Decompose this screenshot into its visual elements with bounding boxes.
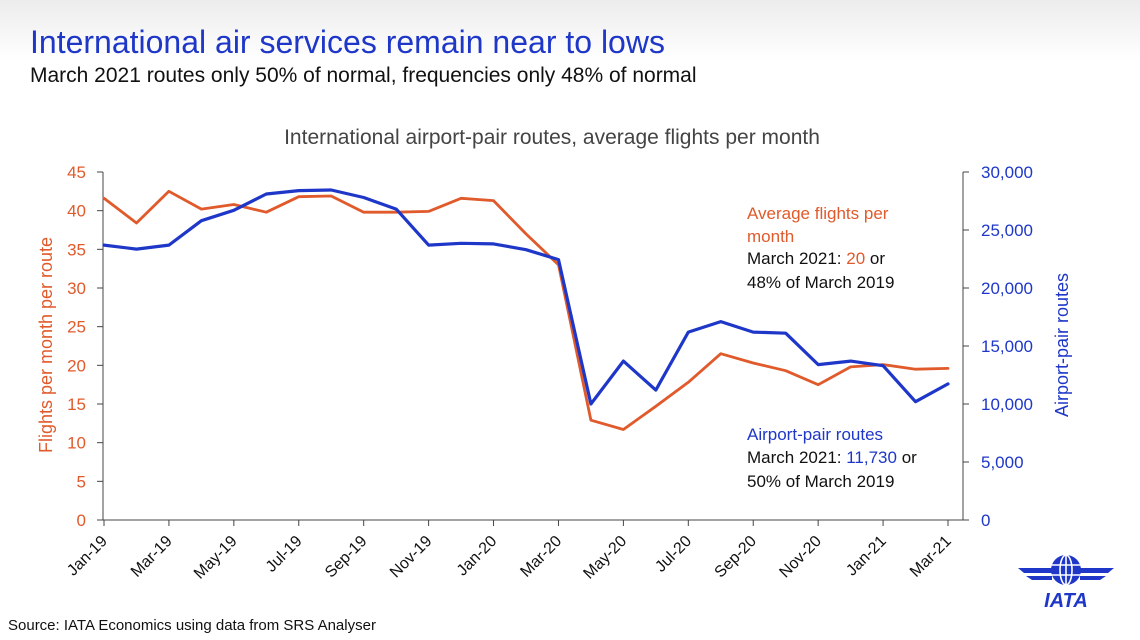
routes-annotation-line3: 50% of March 2019: [747, 472, 894, 491]
right-tick-label: 5,000: [981, 453, 1024, 472]
source-note: Source: IATA Economics using data from S…: [8, 617, 376, 634]
right-axis-label: Airport-pair routes: [1052, 273, 1072, 417]
routes-series-line: [102, 188, 950, 406]
x-tick-label: Jan-19: [64, 533, 111, 580]
right-tick-label: 20,000: [981, 279, 1033, 298]
flights-annotation-line3: March 2021: 20 or: [747, 249, 885, 268]
x-tick-label: Mar-20: [517, 533, 565, 581]
routes-annotation-value: 11,730: [846, 448, 897, 467]
left-tick-label: 35: [67, 240, 86, 259]
page-subtitle: March 2021 routes only 50% of normal, fr…: [30, 64, 697, 87]
routes-annotation-suffix: or: [897, 448, 917, 467]
x-tick-label: Sep-19: [322, 533, 371, 582]
flights-annotation-title-line2: month: [747, 227, 794, 246]
flights-annotation-title-line1: Average flights per: [747, 204, 889, 223]
left-tick-label: 30: [67, 279, 86, 298]
flights-annotation-suffix: or: [865, 249, 885, 268]
routes-annotation-prefix: March 2021:: [747, 448, 846, 467]
flights-annotation-prefix: March 2021:: [747, 249, 846, 268]
x-tick-label: May-20: [580, 533, 630, 583]
iata-logo-text: IATA: [1044, 590, 1088, 612]
left-tick-label: 5: [77, 472, 86, 491]
x-tick-label: May-19: [191, 533, 241, 583]
left-tick-label: 40: [67, 202, 86, 221]
iata-logo: IATA: [1018, 554, 1114, 612]
right-tick-label: 0: [981, 511, 990, 530]
chart-title: International airport-pair routes, avera…: [284, 126, 820, 149]
page-title: International air services remain near t…: [30, 24, 665, 60]
x-tick-label: Mar-19: [128, 533, 176, 581]
left-tick-label: 20: [67, 356, 86, 375]
right-tick-label: 10,000: [981, 395, 1033, 414]
left-axis-label: Flights per month per route: [36, 237, 56, 453]
flights-annotation-value: 20: [846, 249, 865, 268]
right-tick-label: 30,000: [981, 163, 1033, 182]
flights-annotation-line4: 48% of March 2019: [747, 273, 894, 292]
right-tick-label: 25,000: [981, 221, 1033, 240]
left-tick-label: 15: [67, 395, 86, 414]
left-tick-label: 0: [77, 511, 86, 530]
routes-annotation-line2: March 2021: 11,730 or: [747, 448, 917, 467]
flights-annotation: Average flights per month March 2021: 20…: [747, 204, 894, 292]
x-tick-label: Jul-20: [652, 533, 695, 576]
left-tick-label: 45: [67, 163, 86, 182]
x-tick-label: Mar-21: [907, 533, 955, 581]
x-tick-label: Jan-20: [454, 533, 501, 580]
x-tick-label: Nov-20: [776, 533, 825, 582]
left-tick-label: 25: [67, 318, 86, 337]
routes-annotation-title: Airport-pair routes: [747, 425, 883, 444]
right-tick-label: 15,000: [981, 337, 1033, 356]
flights-series-line: [102, 189, 950, 431]
globe-wings-icon: [1018, 554, 1114, 586]
left-tick-label: 10: [67, 434, 86, 453]
x-tick-label: Jan-21: [843, 533, 890, 580]
routes-annotation: Airport-pair routes March 2021: 11,730 o…: [747, 425, 917, 491]
x-tick-label: Jul-19: [263, 533, 306, 576]
x-tick-label: Sep-20: [712, 533, 761, 582]
series-lines-group: [102, 188, 950, 431]
x-tick-label: Nov-19: [387, 533, 436, 582]
